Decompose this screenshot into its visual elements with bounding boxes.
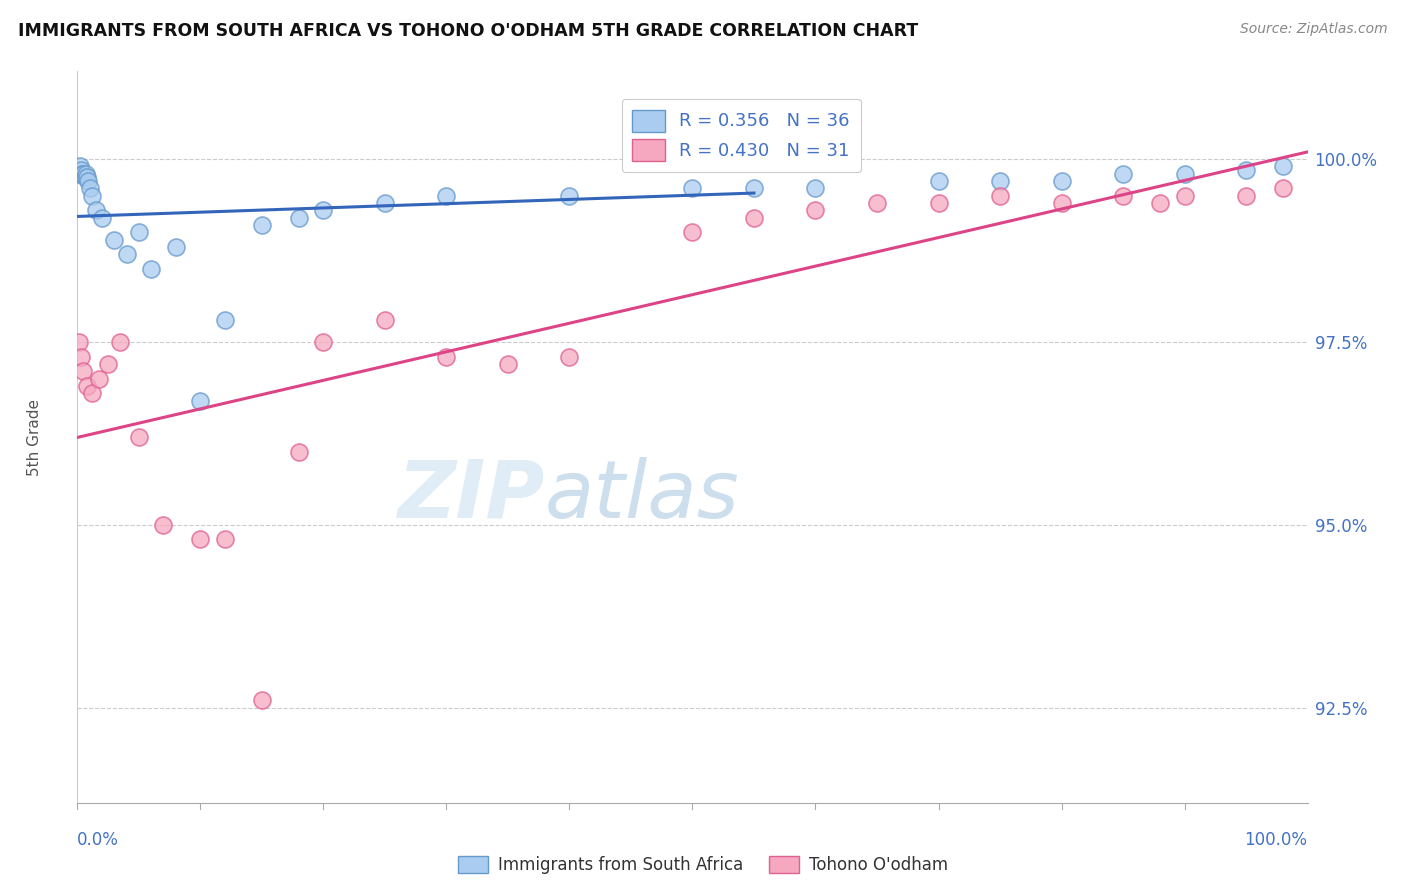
- Point: [190, 533, 212, 547]
- Point: [214, 533, 236, 547]
- Point: [89, 371, 111, 385]
- Point: [214, 313, 236, 327]
- Point: [73, 170, 96, 185]
- Point: [1234, 188, 1257, 202]
- Point: [312, 203, 335, 218]
- Point: [82, 386, 104, 401]
- Text: Source: ZipAtlas.com: Source: ZipAtlas.com: [1240, 22, 1388, 37]
- Point: [312, 334, 335, 349]
- Point: [110, 334, 132, 349]
- Point: [152, 517, 174, 532]
- Point: [496, 357, 519, 371]
- Point: [1149, 196, 1171, 211]
- Point: [77, 174, 100, 188]
- Point: [76, 170, 98, 185]
- Point: [97, 357, 120, 371]
- Point: [1174, 167, 1197, 181]
- Point: [75, 167, 97, 181]
- Text: 0.0%: 0.0%: [77, 831, 120, 849]
- Point: [1234, 163, 1257, 178]
- Point: [1174, 188, 1197, 202]
- Text: atlas: atlas: [546, 457, 740, 534]
- Point: [682, 225, 704, 239]
- Point: [67, 334, 90, 349]
- Text: IMMIGRANTS FROM SOUTH AFRICA VS TOHONO O'ODHAM 5TH GRADE CORRELATION CHART: IMMIGRANTS FROM SOUTH AFRICA VS TOHONO O…: [18, 22, 918, 40]
- Point: [115, 247, 138, 261]
- Point: [79, 181, 101, 195]
- Point: [70, 350, 93, 364]
- Point: [70, 163, 93, 178]
- Legend: R = 0.356   N = 36, R = 0.430   N = 31: R = 0.356 N = 36, R = 0.430 N = 31: [621, 99, 860, 171]
- Point: [1050, 196, 1073, 211]
- Point: [128, 430, 150, 444]
- Point: [72, 364, 94, 378]
- Point: [928, 174, 950, 188]
- Point: [128, 225, 150, 239]
- Point: [1112, 167, 1135, 181]
- Point: [374, 196, 396, 211]
- Point: [67, 167, 90, 181]
- Point: [90, 211, 114, 225]
- Point: [70, 167, 93, 181]
- Legend: Immigrants from South Africa, Tohono O'odham: Immigrants from South Africa, Tohono O'o…: [451, 849, 955, 881]
- Point: [288, 444, 311, 458]
- Text: 100.0%: 100.0%: [1244, 831, 1308, 849]
- Point: [76, 379, 98, 393]
- Point: [988, 188, 1011, 202]
- Point: [742, 211, 765, 225]
- Point: [436, 350, 458, 364]
- Point: [165, 240, 187, 254]
- Point: [250, 693, 273, 707]
- Point: [682, 181, 704, 195]
- Point: [558, 350, 581, 364]
- Point: [1272, 181, 1295, 195]
- Point: [436, 188, 458, 202]
- Point: [250, 218, 273, 232]
- Point: [558, 188, 581, 202]
- Point: [928, 196, 950, 211]
- Text: ZIP: ZIP: [398, 457, 546, 534]
- Point: [1050, 174, 1073, 188]
- Point: [374, 313, 396, 327]
- Point: [141, 261, 163, 276]
- Point: [190, 393, 212, 408]
- Point: [804, 203, 827, 218]
- Text: 5th Grade: 5th Grade: [27, 399, 42, 475]
- Point: [103, 233, 125, 247]
- Point: [1112, 188, 1135, 202]
- Point: [288, 211, 311, 225]
- Point: [804, 181, 827, 195]
- Point: [1272, 160, 1295, 174]
- Point: [988, 174, 1011, 188]
- Point: [742, 181, 765, 195]
- Point: [866, 196, 889, 211]
- Point: [72, 167, 94, 181]
- Point: [82, 188, 104, 202]
- Point: [69, 160, 91, 174]
- Point: [84, 203, 107, 218]
